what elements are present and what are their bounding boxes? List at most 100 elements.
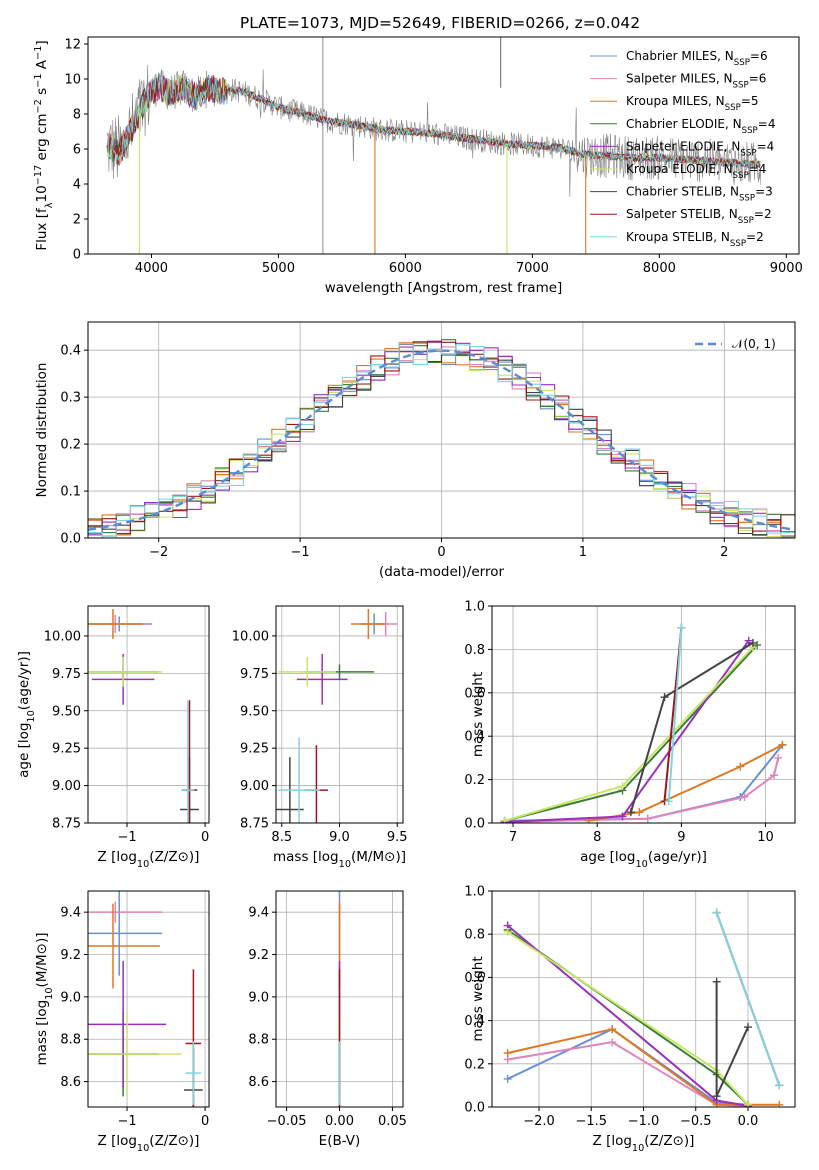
label-fragment: (Z/Z⊙)] bbox=[149, 1133, 199, 1149]
y-tick-label: 0.4 bbox=[60, 344, 81, 359]
model-spectrum-kroupa-stelib bbox=[106, 73, 761, 169]
x-tick-label: 0.00 bbox=[325, 1114, 354, 1129]
x-tick-label: −2 bbox=[149, 545, 168, 560]
series-salpeter-elodie bbox=[503, 921, 752, 1107]
plot-area bbox=[88, 891, 209, 1107]
legend-label-normal: 𝒩(0, 1) bbox=[732, 337, 776, 351]
label-fragment: −2 bbox=[33, 99, 44, 113]
data-marker bbox=[626, 808, 635, 817]
plot-area bbox=[106, 37, 762, 254]
series-line bbox=[667, 627, 683, 802]
data-marker bbox=[618, 782, 627, 791]
x-tick-label: −1 bbox=[117, 830, 136, 845]
label-fragment: mass [log bbox=[273, 849, 339, 865]
axes-frame bbox=[87, 605, 210, 824]
y-tick-label: 9.50 bbox=[52, 704, 81, 719]
x-tick-label: 1 bbox=[579, 545, 587, 560]
series-line bbox=[504, 644, 758, 822]
x-tick-label: −2.0 bbox=[523, 1114, 555, 1129]
label-fragment: =3 bbox=[755, 185, 773, 199]
label-fragment: 10 bbox=[632, 1143, 644, 1154]
normal-curve bbox=[88, 349, 793, 531]
label-fragment: ] bbox=[34, 40, 50, 45]
data-marker bbox=[635, 808, 644, 817]
y-tick-label: 0.0 bbox=[464, 817, 485, 832]
label-fragment: s bbox=[34, 88, 50, 99]
histogram-salpeter-elodie bbox=[88, 340, 795, 535]
series-chabrier-stelib bbox=[712, 977, 752, 1101]
errorbar-kroupa-elodie bbox=[88, 656, 163, 687]
label-fragment: −17 bbox=[33, 165, 44, 186]
x-tick-label: 9 bbox=[677, 830, 685, 845]
y-tick-label: 9.25 bbox=[240, 742, 269, 757]
y-tick-label: 9.75 bbox=[52, 667, 81, 682]
y-axis-label: age [log10(age/yr)] bbox=[16, 651, 37, 778]
y-tick-label: 0.2 bbox=[60, 438, 81, 453]
errorbar-kroupa-miles bbox=[88, 608, 143, 639]
x-tick-label: 0 bbox=[201, 830, 209, 845]
x-tick-label: 0.0 bbox=[738, 1114, 759, 1129]
y-axis-label: mass weight bbox=[470, 956, 486, 1041]
series-chabrier-miles bbox=[500, 740, 787, 823]
errorbar-salpeter-elodie bbox=[88, 960, 167, 1088]
label-fragment: =2 bbox=[746, 230, 764, 244]
axes-frame bbox=[87, 890, 210, 1108]
x-tick-label: 0.05 bbox=[378, 1114, 407, 1129]
x-tick-label: 8000 bbox=[643, 261, 676, 276]
x-tick-label: 5000 bbox=[262, 261, 295, 276]
x-axis-label: wavelength [Angstrom, rest frame] bbox=[325, 280, 563, 296]
data-marker bbox=[740, 792, 749, 801]
chart-weight-vs-Z: −2.0 −1.5 −1.0 −0.5 0.0 0.0 0.2 0.4 0.6 0.8 1.0 Z [… bbox=[464, 885, 796, 1154]
y-tick-label: 8.8 bbox=[248, 1033, 269, 1048]
y-tick-label: 8.75 bbox=[52, 817, 81, 832]
plot-area bbox=[492, 891, 795, 1107]
x-tick-label: 9.5 bbox=[387, 830, 408, 845]
label-fragment: 10 bbox=[26, 710, 37, 722]
data-marker bbox=[774, 753, 783, 762]
plot-area bbox=[492, 606, 795, 823]
data-marker bbox=[643, 814, 652, 823]
y-tick-label: 9.50 bbox=[240, 704, 269, 719]
label-fragment: 10 bbox=[137, 1143, 149, 1154]
data-marker bbox=[743, 1100, 752, 1107]
data-marker bbox=[712, 1092, 721, 1101]
x-tick-label: 8 bbox=[593, 830, 601, 845]
y-tick-label: 9.0 bbox=[60, 990, 81, 1005]
y-axis-label: mass [log10(M/M⊙)] bbox=[34, 933, 55, 1066]
label-fragment: SSP bbox=[738, 216, 754, 226]
x-tick-label: −0.05 bbox=[267, 1114, 307, 1129]
label-fragment: erg cm bbox=[34, 113, 50, 164]
y-tick-label: 8.75 bbox=[240, 817, 269, 832]
label-fragment: =6 bbox=[750, 49, 768, 63]
series-kroupa-miles bbox=[584, 740, 787, 823]
series-kroupa-stelib bbox=[664, 623, 686, 806]
y-tick-label: 0.0 bbox=[464, 1101, 485, 1116]
y-tick-label: 1.0 bbox=[464, 885, 485, 900]
data-marker bbox=[778, 740, 787, 749]
y-axis-label: Normed distribution bbox=[34, 363, 50, 498]
y-tick-label: 2 bbox=[73, 213, 81, 228]
label-fragment: =4 bbox=[749, 162, 767, 176]
label-fragment: =4 bbox=[758, 117, 776, 131]
y-axis-label: mass weight bbox=[470, 672, 486, 757]
chart-mass-vs-ebv: −0.05 0.00 0.05 8.6 8.8 9.0 9.2 9.4 E(B-V) bbox=[248, 890, 407, 1149]
series-chabrier-stelib bbox=[626, 638, 757, 817]
errorbar-kroupa-miles bbox=[88, 903, 160, 989]
data-marker bbox=[748, 638, 757, 647]
label-fragment: SSP bbox=[725, 103, 741, 113]
data-marker bbox=[775, 1081, 784, 1090]
label-fragment: (Z/Z⊙)] bbox=[149, 849, 199, 865]
y-tick-label: 0.2 bbox=[464, 1057, 485, 1072]
errorbar-kroupa-miles bbox=[351, 608, 386, 639]
x-tick-label: −1 bbox=[117, 1114, 136, 1129]
legend-label: Chabrier ELODIE, NSSP=4 bbox=[626, 117, 775, 136]
label-fragment: =6 bbox=[749, 72, 767, 86]
errorbar-kroupa-stelib bbox=[185, 1041, 202, 1105]
legend-label: Chabrier STELIB, NSSP=3 bbox=[626, 185, 773, 204]
y-tick-label: 8.6 bbox=[60, 1075, 81, 1090]
y-axis-label: Flux [fλ10−17 erg cm−2 s−1 A−1] bbox=[33, 40, 55, 250]
label-fragment: (Z/Z⊙)] bbox=[644, 1133, 694, 1149]
legend-label: Kroupa ELODIE, NSSP=4 bbox=[626, 162, 766, 181]
series-kroupa-stelib bbox=[712, 908, 784, 1090]
